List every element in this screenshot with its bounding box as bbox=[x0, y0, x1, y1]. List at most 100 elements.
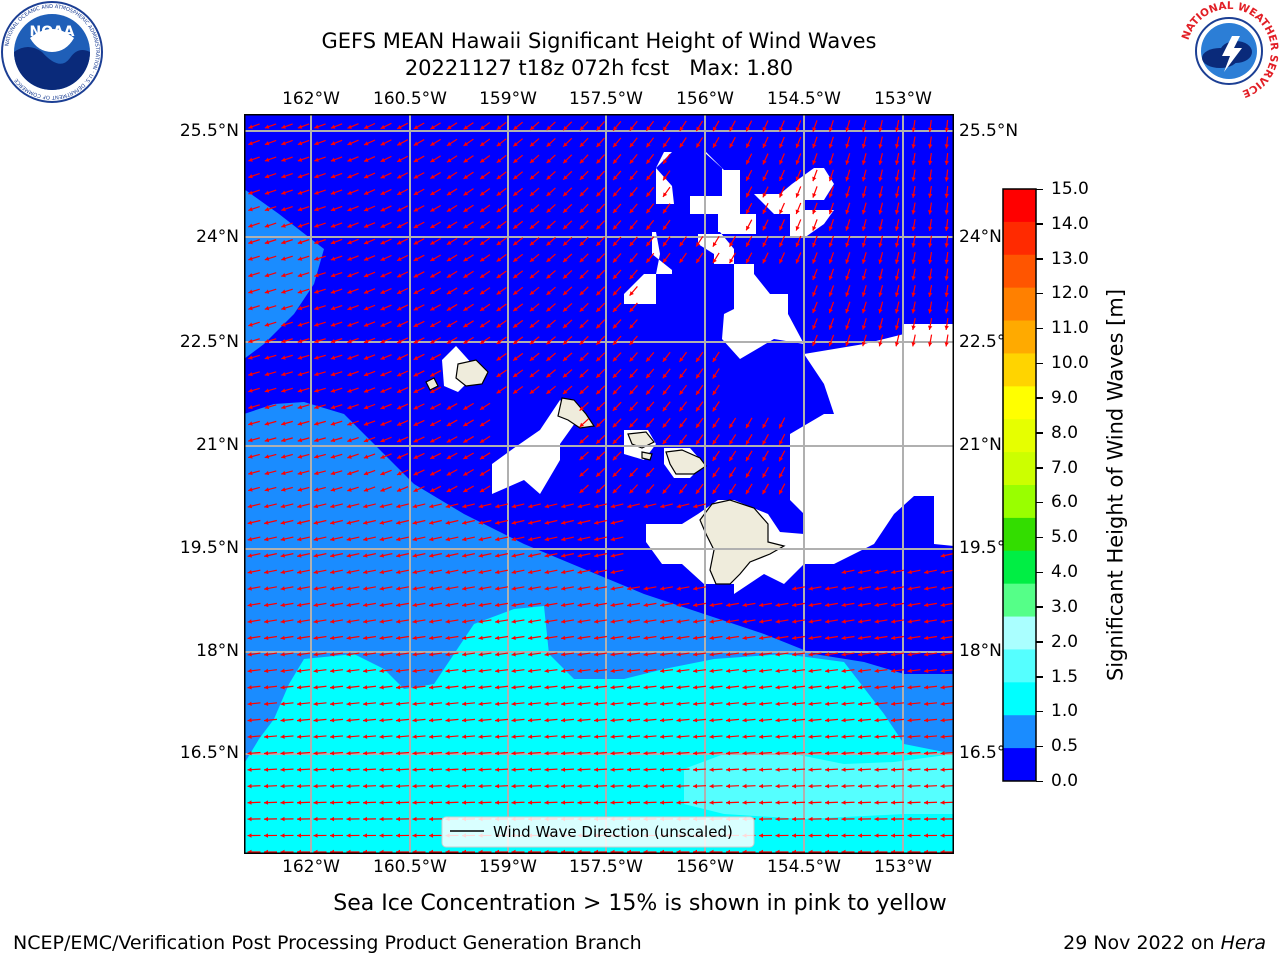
wind-wave-arrowhead bbox=[314, 454, 319, 459]
wind-wave-arrowhead bbox=[924, 800, 929, 805]
wind-wave-arrowhead bbox=[643, 668, 648, 674]
colorbar-tick-label: 12.0 bbox=[1051, 283, 1089, 304]
wind-wave-arrowhead bbox=[679, 390, 684, 395]
wind-wave-arrowhead bbox=[561, 586, 566, 591]
wind-wave-arrowhead bbox=[742, 783, 747, 789]
wind-wave-arrowhead bbox=[779, 126, 784, 132]
wind-wave-arrowhead bbox=[907, 652, 912, 657]
wind-wave-arrowhead bbox=[314, 470, 319, 476]
wind-wave-arrowhead bbox=[907, 619, 912, 624]
wind-wave-arrowhead bbox=[247, 586, 252, 591]
wind-wave-arrowhead bbox=[346, 536, 352, 542]
wind-wave-arrowhead bbox=[775, 734, 780, 739]
wind-wave-arrowhead bbox=[861, 308, 867, 314]
wind-wave-arrowhead bbox=[446, 306, 452, 311]
wind-wave-arrowhead bbox=[746, 192, 751, 198]
wind-wave-arrowhead bbox=[544, 767, 549, 772]
wind-wave-arrowhead bbox=[412, 668, 417, 674]
wind-wave-arrowhead bbox=[712, 258, 717, 264]
wind-wave-arrowhead bbox=[577, 619, 582, 624]
wind-wave-arrowhead bbox=[907, 635, 912, 641]
wind-wave-arrowhead bbox=[544, 520, 550, 525]
wind-wave-arrowhead bbox=[775, 619, 780, 624]
wind-wave-arrowhead bbox=[812, 308, 817, 314]
wind-wave-arrowhead bbox=[858, 701, 863, 706]
wind-wave-arrowhead bbox=[795, 160, 800, 165]
colorbar-tick bbox=[1036, 292, 1043, 295]
wind-wave-arrowhead bbox=[330, 190, 336, 195]
wind-wave-arrowhead bbox=[676, 602, 681, 608]
lat-tick-right-6: 18°N bbox=[959, 641, 1002, 661]
wind-wave-arrowhead bbox=[413, 405, 419, 410]
wind-wave-arrowhead bbox=[478, 701, 483, 706]
wind-wave-arrowhead bbox=[364, 190, 369, 195]
wind-wave-arrowhead bbox=[858, 750, 863, 756]
colorbar-band bbox=[1003, 715, 1036, 749]
wind-wave-arrowhead bbox=[248, 289, 253, 294]
wind-wave-arrowhead bbox=[363, 536, 368, 542]
wind-wave-arrowhead bbox=[713, 126, 717, 132]
wind-wave-arrowhead bbox=[248, 470, 253, 476]
wind-wave-arrowhead bbox=[495, 767, 500, 772]
wind-wave-arrowhead bbox=[563, 290, 568, 296]
wind-wave-arrowhead bbox=[314, 338, 319, 344]
wind-wave-arrowhead bbox=[330, 124, 336, 129]
wind-wave-arrowhead bbox=[280, 602, 285, 608]
wind-wave-arrowhead bbox=[480, 125, 485, 130]
wind-wave-arrowhead bbox=[629, 175, 634, 181]
wind-wave-arrowhead bbox=[413, 141, 419, 146]
wind-wave-arrowhead bbox=[563, 224, 568, 230]
wind-wave-arrowhead bbox=[429, 635, 434, 641]
wind-wave-arrowhead bbox=[544, 734, 549, 739]
wind-wave-arrowhead bbox=[579, 274, 585, 279]
wind-wave-arrowhead bbox=[679, 126, 684, 132]
wind-wave-arrowhead bbox=[696, 390, 701, 395]
wind-wave-arrowhead bbox=[445, 619, 450, 624]
oahu-island bbox=[557, 397, 596, 429]
lon-tick-bottom-1: 162°W bbox=[282, 857, 340, 877]
wind-wave-arrowhead bbox=[709, 750, 714, 756]
wind-wave-arrowhead bbox=[396, 767, 401, 772]
wind-wave-arrowhead bbox=[563, 257, 568, 263]
wind-wave-arrowhead bbox=[643, 619, 648, 624]
wind-wave-arrowhead bbox=[380, 174, 386, 179]
wind-wave-arrowhead bbox=[380, 355, 386, 360]
wind-wave-arrowhead bbox=[462, 685, 467, 690]
wind-wave-arrowhead bbox=[412, 503, 418, 509]
wind-wave-arrowhead bbox=[513, 125, 518, 130]
wind-wave-arrowhead bbox=[463, 405, 468, 410]
wind-wave-arrowhead bbox=[396, 454, 402, 459]
wind-wave-arrowhead bbox=[825, 586, 830, 591]
wind-wave-arrowhead bbox=[445, 652, 450, 657]
wind-wave-arrowhead bbox=[907, 701, 912, 706]
wind-wave-arrowhead bbox=[858, 734, 863, 739]
wind-wave-arrowhead bbox=[861, 160, 867, 165]
wind-wave-arrowhead bbox=[726, 652, 731, 657]
wind-wave-arrowhead bbox=[563, 158, 568, 164]
wind-wave-arrowhead bbox=[429, 800, 434, 805]
niihau-island bbox=[425, 377, 439, 391]
wind-wave-arrowhead bbox=[779, 209, 784, 214]
wind-wave-arrowhead bbox=[363, 503, 368, 509]
wind-wave-arrowhead bbox=[712, 489, 717, 494]
wind-wave-arrowhead bbox=[940, 783, 945, 789]
wind-wave-arrowhead bbox=[779, 440, 784, 445]
wind-wave-arrowhead bbox=[544, 701, 549, 706]
wind-wave-arrowhead bbox=[297, 816, 302, 822]
wind-wave-arrowhead bbox=[478, 520, 484, 525]
wind-wave-arrowhead bbox=[297, 586, 302, 591]
wind-wave-arrowhead bbox=[627, 668, 632, 674]
wind-wave-arrowhead bbox=[346, 520, 352, 525]
wind-wave-arrowhead bbox=[911, 193, 916, 198]
wind-wave-arrowhead bbox=[927, 309, 933, 314]
wind-wave-arrowhead bbox=[330, 174, 336, 179]
wind-wave-arrowhead bbox=[314, 174, 319, 179]
wind-wave-arrowhead bbox=[861, 325, 867, 330]
wind-wave-arrowhead bbox=[429, 569, 434, 575]
wind-wave-arrowhead bbox=[579, 373, 585, 378]
wind-wave-arrowhead bbox=[907, 668, 912, 674]
wind-wave-arrowhead bbox=[496, 191, 502, 196]
wind-wave-arrowhead bbox=[563, 323, 568, 329]
wind-wave-arrowhead bbox=[613, 192, 618, 197]
wind-wave-arrowhead bbox=[480, 323, 485, 328]
